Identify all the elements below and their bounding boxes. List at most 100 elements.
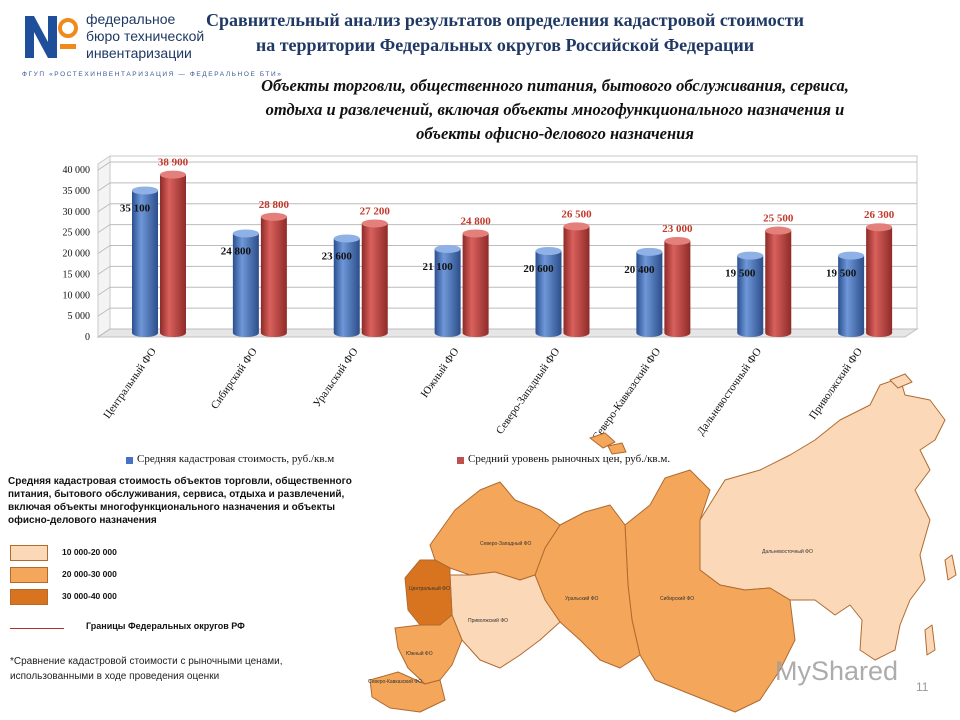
map-label-volga: Приволжский ФО [468,617,508,624]
chart-back-wall [109,155,918,330]
data-label: 24 800 [461,215,492,227]
map-label-central: Центральный ФО [409,585,450,592]
russia-federal-districts-map: Северо-Западный ФО Центральный ФО Привол… [368,373,957,713]
gridline [97,307,111,317]
bar-body [361,223,388,337]
data-labels: 35 100 38 900 24 800 28 800 23 600 27 200 21 1… [120,157,895,280]
gridline [97,182,111,192]
gridline [97,224,111,234]
data-label: 28 800 [259,199,290,211]
map-label-far-east: Дальневосточный ФО [762,548,813,555]
gridline [97,286,111,296]
bar-body [232,233,259,337]
bar-body [333,238,360,337]
logo-text-line: федеральное [86,11,176,27]
legend-range-label: 30 000-40 000 [62,591,117,601]
map-island [889,373,913,389]
data-label: 23 600 [322,250,353,262]
x-tick-label: Уральский ФО [311,346,361,410]
legend-label-market: Средний уровень рыночных цен, руб./кв.м. [468,453,671,465]
bar-body [838,255,865,337]
chart-frame [96,155,919,338]
footnote-line: использованными в ходе проведения оценки [10,671,220,682]
bar-top [563,222,590,231]
bar-body [434,248,461,337]
legend-swatch-market [457,457,464,464]
y-tick-label: 10 000 [63,290,91,301]
map-legend-title: Средняя кадастровая стоимость объектов т… [8,476,352,526]
data-label: 20 400 [624,264,655,276]
map-island [589,432,616,449]
gridline [97,265,111,275]
bar-body [160,174,186,337]
bar-body [866,227,893,337]
map-label-north-caucasus: Северо-Кавказский ФО [368,678,422,685]
bar-body [636,251,663,337]
map-region-south [394,614,463,685]
legend-range-label: 10 000-20 000 [62,547,117,557]
data-label: 20 600 [523,263,554,275]
chart-subtitle-line: объекты офисно-делового назначения [416,124,694,143]
legend-label-cadastral: Средняя кадастровая стоимость, руб./кв.м [137,453,335,465]
map-island [607,442,627,455]
y-tick-label: 30 000 [63,207,91,218]
bar-top [664,236,691,245]
legend-swatch-cadastral [126,457,133,464]
map-label-northwest: Северо-Западный ФО [480,540,532,547]
data-label: 19 500 [725,268,756,280]
bar-body [132,190,158,337]
bar-top [160,170,186,179]
data-label: 25 500 [763,213,794,225]
slide-number: 11 [916,680,929,694]
bar-top [462,229,489,238]
bar-body [765,230,792,337]
y-axis-ticks: 0 5 000 10 000 15 000 20 000 25 000 30 000 35 0… [63,165,91,343]
data-label: 24 800 [221,245,252,257]
x-tick-label: Сибирский ФО [209,346,260,412]
y-tick-label: 0 [85,332,90,343]
map-region-volga [449,571,561,669]
map-region-northwest [429,481,561,581]
x-tick-label: Центральный ФО [101,346,159,421]
map-region-north-caucasus [369,671,446,713]
data-label: 38 900 [158,157,189,169]
bar-body [535,250,562,337]
bar-body [260,216,287,337]
bar-chart: 0 5 000 10 000 15 000 20 000 25 000 30 000 35 0… [63,155,919,443]
bar-top [333,234,360,243]
map-region-far-east [699,377,946,661]
logo-text-line: бюро технической [86,28,205,44]
data-label: 26 500 [561,208,592,220]
bar-top [132,186,158,195]
bar-top [535,246,562,255]
footnote-line: *Сравнение кадастровой стоимости с рыноч… [10,656,283,667]
map-label-ural: Уральский ФО [565,595,598,602]
bar-body [563,226,590,337]
gridline [97,161,111,171]
y-tick-label: 35 000 [63,186,91,197]
legend-border-label: Границы Федеральных округов РФ [86,621,245,631]
bar-body [737,255,764,337]
map-region-siberia [624,469,796,713]
bar-top [866,223,893,232]
bar-top [636,247,663,256]
legend-range-label: 20 000-30 000 [62,569,117,579]
map-label-siberia: Сибирский ФО [660,595,694,602]
bar-body [664,240,691,337]
map-island [924,624,936,656]
bar-top [232,229,259,238]
legend-swatch-range-2 [10,567,48,583]
gridline [97,203,111,213]
gridline [97,245,111,254]
chart-subtitle-line: отдыха и развлечений, включая объекты мн… [265,100,845,119]
page-title-line: Сравнительный анализ результатов определ… [205,10,805,30]
data-label: 23 000 [662,223,693,235]
data-label: 35 100 [120,202,151,214]
map-region-central [404,559,453,626]
bar-body [462,233,489,337]
data-label: 27 200 [360,205,391,217]
bar-top [361,219,388,228]
logo-tagline: ФГУП «РОСТЕХИНВЕНТАРИЗАЦИЯ — ФЕДЕРАЛЬНОЕ… [22,71,283,78]
y-tick-label: 20 000 [63,249,91,260]
bar-top [260,212,287,221]
